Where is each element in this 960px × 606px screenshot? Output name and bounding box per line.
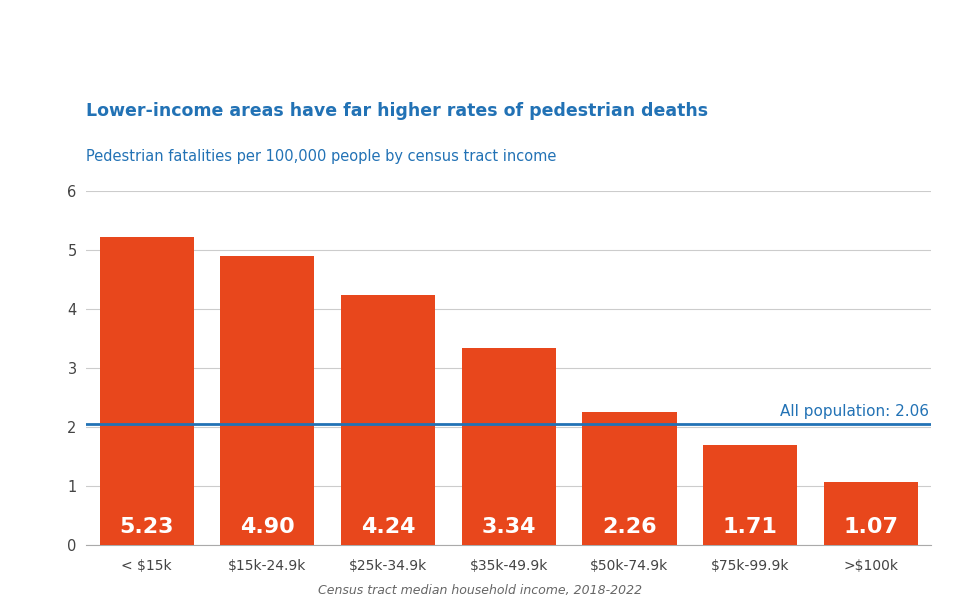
Text: Pedestrian fatalities per 100,000 people by census tract income: Pedestrian fatalities per 100,000 people…	[86, 149, 557, 164]
Text: 3.34: 3.34	[482, 516, 536, 536]
Bar	[341, 295, 435, 545]
Text: Rates are highest in the poorest areas: Rates are highest in the poorest areas	[82, 25, 744, 55]
Bar	[221, 256, 315, 545]
Bar	[703, 445, 797, 545]
Bar	[100, 237, 194, 545]
Text: 5.23: 5.23	[119, 516, 174, 536]
Text: 4.90: 4.90	[240, 516, 295, 536]
Text: 1.07: 1.07	[843, 516, 899, 536]
Bar	[462, 348, 556, 545]
Text: 4.24: 4.24	[361, 516, 416, 536]
Bar	[824, 482, 918, 545]
Text: All population: 2.06: All population: 2.06	[780, 404, 928, 419]
Text: Lower-income areas have far higher rates of pedestrian deaths: Lower-income areas have far higher rates…	[86, 102, 708, 120]
Text: Census tract median household income, 2018-2022: Census tract median household income, 20…	[318, 584, 642, 597]
Text: 1.71: 1.71	[723, 516, 778, 536]
Text: 2.26: 2.26	[602, 516, 657, 536]
Bar	[583, 412, 677, 545]
